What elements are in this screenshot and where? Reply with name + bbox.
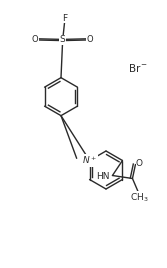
Text: O: O <box>86 35 93 44</box>
Text: O: O <box>32 35 38 44</box>
Text: Br$^-$: Br$^-$ <box>128 62 148 74</box>
Text: S: S <box>60 35 65 44</box>
Text: CH$_3$: CH$_3$ <box>130 191 149 204</box>
Text: F: F <box>62 14 68 23</box>
Text: HN: HN <box>96 172 109 181</box>
Text: $N^+$: $N^+$ <box>82 155 97 166</box>
Text: O: O <box>136 159 143 168</box>
